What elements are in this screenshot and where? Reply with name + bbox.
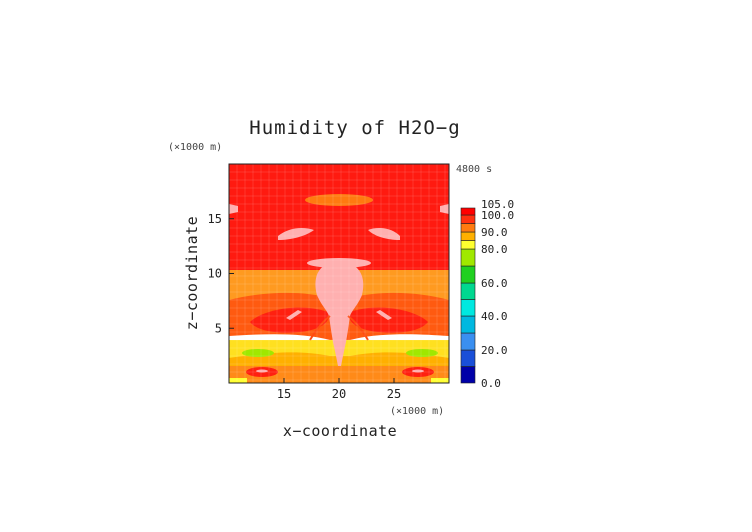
region-central-plume — [315, 262, 364, 366]
region-pink-streak-right — [376, 310, 392, 320]
region-mid-red-lobe-left — [250, 307, 329, 333]
region-pink-wisp-left — [278, 228, 314, 240]
x-axis-label: x−coordinate — [283, 422, 397, 440]
y-tick-label: 10 — [208, 267, 222, 281]
colorbar-segment — [460, 282, 476, 300]
x-tick-label: 20 — [332, 387, 346, 401]
colorbar-segment — [460, 299, 476, 317]
colorbar-segment — [460, 315, 476, 334]
region-pink-edge-left — [229, 204, 238, 214]
colorbar-tick-label: 105.0 — [481, 198, 514, 211]
y-tick-label: 5 — [215, 321, 222, 335]
colorbar-segment — [460, 231, 476, 241]
colorbar-segment — [460, 265, 476, 284]
y-axis-label: z−coordinate — [183, 216, 201, 330]
region-pink-edge-right — [440, 204, 449, 214]
region-green-spot-right — [406, 349, 438, 357]
colorbar-tick-label: 20.0 — [481, 344, 508, 357]
region-bottom-yellow-left — [229, 378, 247, 383]
x-tick-label: 15 — [277, 387, 291, 401]
colorbar-tick-label: 100.0 — [481, 209, 514, 222]
colorbar-segment — [460, 223, 476, 233]
colorbar-segment — [460, 248, 476, 267]
y-unit-label: (×1000 m) — [168, 142, 222, 153]
region-surface-pink-left — [256, 369, 268, 373]
region-pink-streak-left — [286, 310, 302, 320]
colorbar-segment — [460, 349, 476, 367]
colorbar-tick-label: 40.0 — [481, 310, 508, 323]
time-label: 4800 s — [456, 164, 492, 175]
colorbar-tick-label: 80.0 — [481, 243, 508, 256]
colorbar-tick-label: 90.0 — [481, 226, 508, 239]
chart-title: Humidity of H2O−g — [249, 117, 460, 139]
colorbar-segment — [460, 207, 476, 216]
y-axis: 5 10 15 — [208, 212, 234, 335]
colorbar-tick-label: 60.0 — [481, 277, 508, 290]
region-mid-red-lobe-right — [349, 307, 428, 333]
colorbar-segment — [460, 240, 476, 250]
plot-area — [229, 164, 449, 383]
plot-grid — [229, 164, 449, 383]
region-plume-edge — [309, 315, 369, 341]
region-pink-wisp-right — [368, 228, 400, 240]
x-tick-label: 25 — [387, 387, 401, 401]
region-surface-pink-right — [412, 369, 424, 373]
colorbar-segment — [460, 214, 476, 224]
x-axis: 15 20 25 — [277, 378, 401, 401]
colorbar-segment — [460, 366, 476, 384]
colorbar-tick-label: 0.0 — [481, 377, 501, 390]
region-green-spot-left — [242, 349, 274, 357]
colorbar-segment — [460, 332, 476, 351]
x-unit-label: (×1000 m) — [390, 406, 444, 417]
region-upper-cloud — [305, 194, 373, 206]
y-tick-label: 15 — [208, 212, 222, 226]
region-bottom-yellow-right — [431, 378, 449, 383]
